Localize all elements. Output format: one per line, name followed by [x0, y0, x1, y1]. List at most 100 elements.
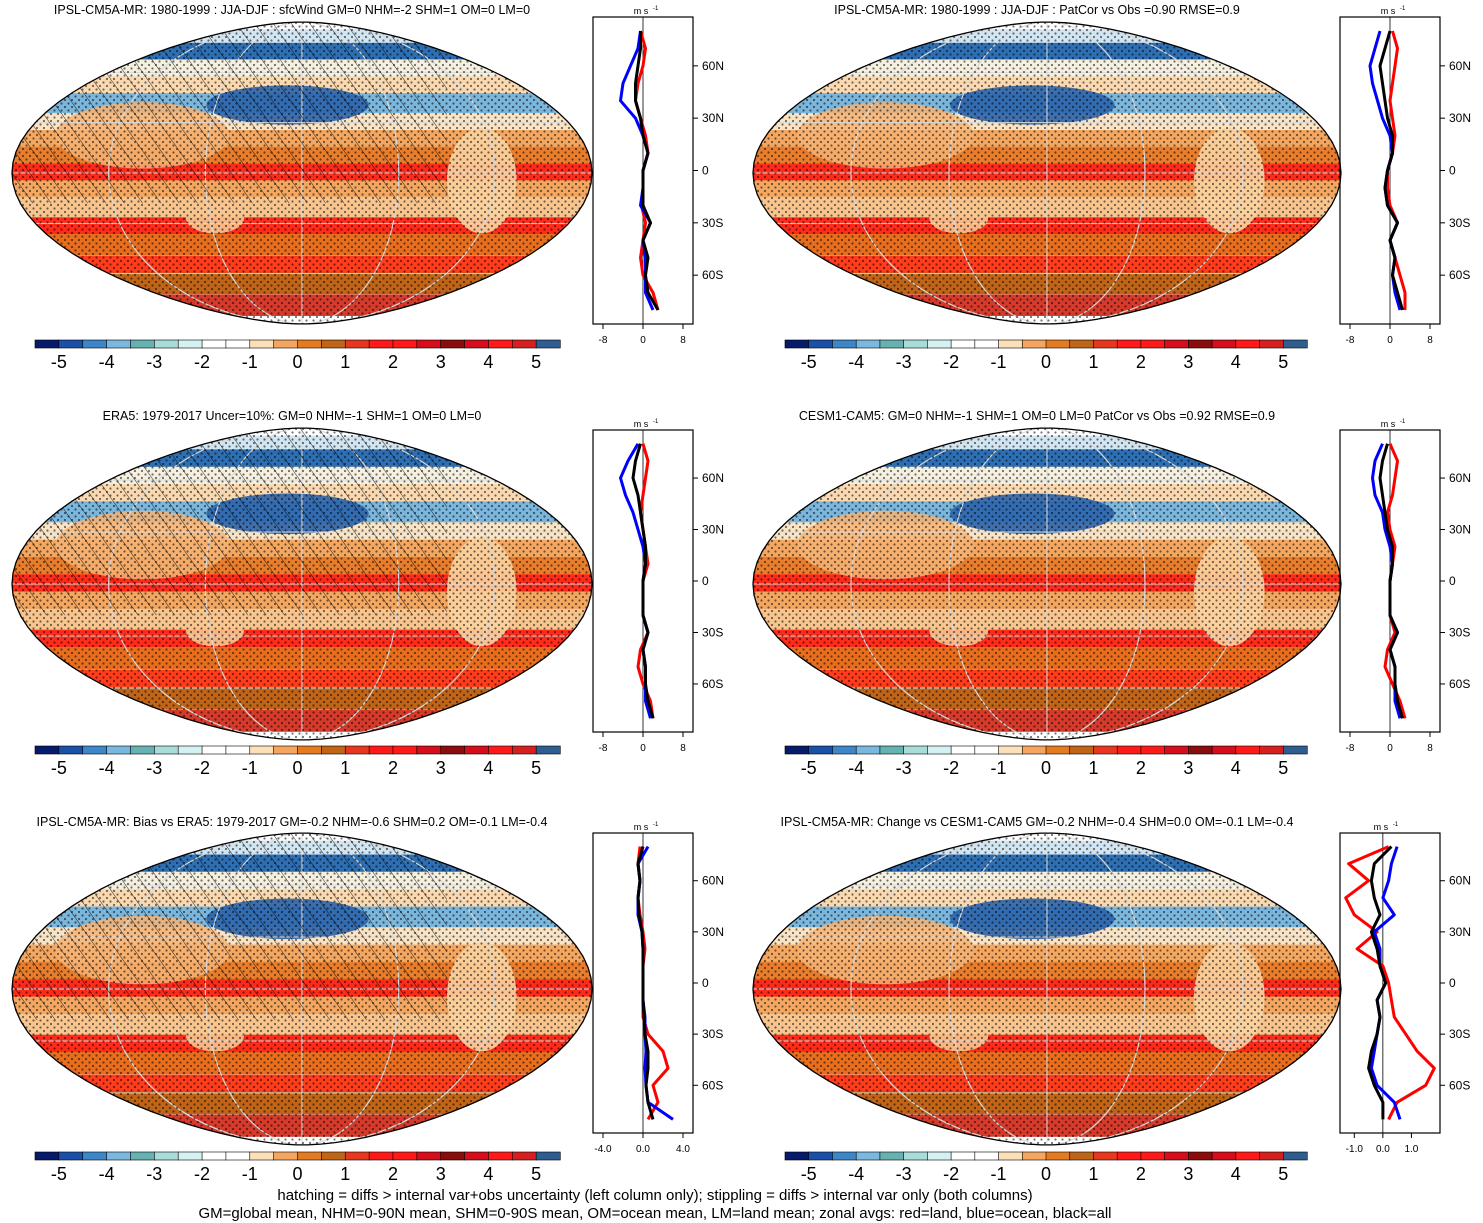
colorbar-tick-label: 1	[340, 352, 350, 372]
map-panel-1: IPSL-CM5A-MR: 1980-1999 : JJA-DJF : PatC…	[752, 3, 1342, 325]
colorbar-tick-label: 4	[1231, 1164, 1241, 1184]
lat-tick-label: 60S	[1449, 268, 1470, 282]
zonal-line-all	[1378, 30, 1404, 311]
x-tick-label: -8	[1346, 743, 1355, 754]
x-tick-label: 0.0	[636, 1144, 650, 1155]
colorbar-swatch	[297, 339, 322, 349]
colorbar-tick-label: 0	[1041, 758, 1051, 778]
colorbar-swatch	[1211, 745, 1237, 755]
colorbar-swatch	[344, 1151, 370, 1161]
colorbar-swatch	[974, 339, 1000, 349]
lat-tick-label: 60N	[1449, 874, 1471, 888]
colorbar-swatch	[106, 745, 132, 755]
colorbar-swatch	[321, 339, 346, 349]
lat-tick-label: 60S	[702, 677, 723, 691]
colorbar-tick-label: -1	[242, 758, 258, 778]
zonal-unit-exponent: -1	[1400, 6, 1406, 12]
colorbar-swatch	[1140, 1151, 1166, 1161]
colorbar-swatch	[1188, 745, 1213, 755]
colorbar-2: -5 -4 -3 -2 -1 0 1 2 3 4 5	[34, 745, 561, 778]
colorbar-swatch	[903, 745, 928, 755]
colorbar-swatch	[1282, 745, 1308, 755]
colorbar-tick-label: -1	[242, 1164, 258, 1184]
map-field	[12, 428, 592, 740]
colorbar-swatch	[1259, 745, 1284, 755]
map-panel-4: IPSL-CM5A-MR: Bias vs ERA5: 1979-2017 GM…	[11, 815, 593, 1146]
colorbar-tick-label: -3	[146, 758, 162, 778]
colorbar-swatch	[82, 745, 108, 755]
lat-tick-label: 30N	[702, 111, 724, 125]
colorbar-swatch	[784, 339, 810, 349]
colorbar-tick-label: -2	[943, 758, 959, 778]
panel-title: ERA5: 1979-2017 Uncer=10%: GM=0 NHM=-1 S…	[103, 409, 482, 423]
colorbar-swatch	[368, 1151, 394, 1161]
colorbar-swatch	[535, 339, 561, 349]
colorbar-swatch	[1045, 1151, 1071, 1161]
colorbar-swatch	[488, 745, 513, 755]
colorbar-tick-label: -5	[801, 352, 817, 372]
zonal-unit-exponent: -1	[1400, 419, 1406, 425]
colorbar-swatch	[392, 745, 418, 755]
colorbar-swatch	[201, 1151, 227, 1161]
panel-title: IPSL-CM5A-MR: Change vs CESM1-CAM5 GM=-0…	[780, 815, 1293, 829]
colorbar-swatch	[1093, 745, 1118, 755]
lat-tick-label: 60N	[1449, 471, 1471, 485]
hatching-overlay	[12, 833, 447, 1021]
colorbar-swatch	[344, 339, 370, 349]
colorbar-swatch	[974, 745, 1000, 755]
zonal-average-panel-4: m s -1 60N 30N 0 30S 60S -4.0 0.0 4.0	[592, 822, 724, 1155]
colorbar-tick-label: -3	[146, 1164, 162, 1184]
colorbar-swatch	[832, 745, 857, 755]
colorbar-swatch	[1069, 339, 1095, 349]
colorbar-tick-label: 0	[292, 352, 302, 372]
x-tick-label: -8	[1346, 335, 1355, 346]
colorbar-swatch	[535, 1151, 561, 1161]
lat-tick-label: 30S	[1449, 216, 1470, 230]
stippling-overlay	[753, 22, 1341, 324]
colorbar-tick-label: 1	[1088, 758, 1098, 778]
colorbar-tick-label: -4	[99, 758, 115, 778]
zonal-average-panel-0: m s -1 60N 30N 0 30S 60S -8 0 8	[592, 6, 724, 346]
colorbar-swatch	[511, 339, 537, 349]
lat-tick-label: 60S	[702, 268, 723, 282]
colorbar-swatch	[392, 339, 418, 349]
colorbar-swatch	[440, 339, 466, 349]
map-field	[753, 428, 1341, 740]
zonal-unit-exponent: -1	[1393, 822, 1399, 828]
colorbar-swatch	[1021, 339, 1047, 349]
colorbar-tick-label: 4	[1231, 352, 1241, 372]
colorbar-tick-label: 1	[1088, 1164, 1098, 1184]
colorbar-swatch	[1235, 339, 1261, 349]
colorbar-swatch	[82, 1151, 108, 1161]
zonal-unit-exponent: -1	[653, 6, 659, 12]
colorbar-tick-label: -5	[51, 758, 67, 778]
colorbar-tick-label: -4	[99, 352, 115, 372]
colorbar-tick-label: -1	[990, 758, 1006, 778]
colorbar-tick-label: 1	[340, 1164, 350, 1184]
map-outline	[11, 21, 593, 325]
zonal-unit-label: m s	[1374, 822, 1389, 832]
colorbar-tick-label: 3	[436, 352, 446, 372]
panel-title: CESM1-CAM5: GM=0 NHM=-1 SHM=1 OM=0 LM=0 …	[799, 409, 1275, 423]
zonal-line-all	[631, 443, 655, 719]
colorbar-5: -5 -4 -3 -2 -1 0 1 2 3 4 5	[784, 1151, 1308, 1184]
colorbar-swatch	[855, 1151, 881, 1161]
colorbar-tick-label: -3	[146, 352, 162, 372]
colorbar-tick-label: -1	[990, 1164, 1006, 1184]
lat-tick-label: 30N	[702, 523, 724, 537]
colorbar-tick-label: 0	[292, 1164, 302, 1184]
zonal-unit-label: m s	[634, 822, 649, 832]
lat-tick-label: 30S	[1449, 626, 1470, 640]
map-outline	[11, 832, 593, 1146]
colorbar-swatch	[784, 1151, 810, 1161]
zonal-unit-label: m s	[1381, 6, 1396, 16]
colorbar-swatch	[416, 1151, 442, 1161]
colorbar-tick-label: 2	[388, 758, 398, 778]
colorbar-swatch	[927, 745, 952, 755]
x-tick-label: 8	[1427, 743, 1433, 754]
colorbar-swatch	[950, 1151, 976, 1161]
colorbar-swatch	[903, 1151, 928, 1161]
colorbar-swatch	[273, 745, 299, 755]
colorbar-swatch	[368, 745, 394, 755]
